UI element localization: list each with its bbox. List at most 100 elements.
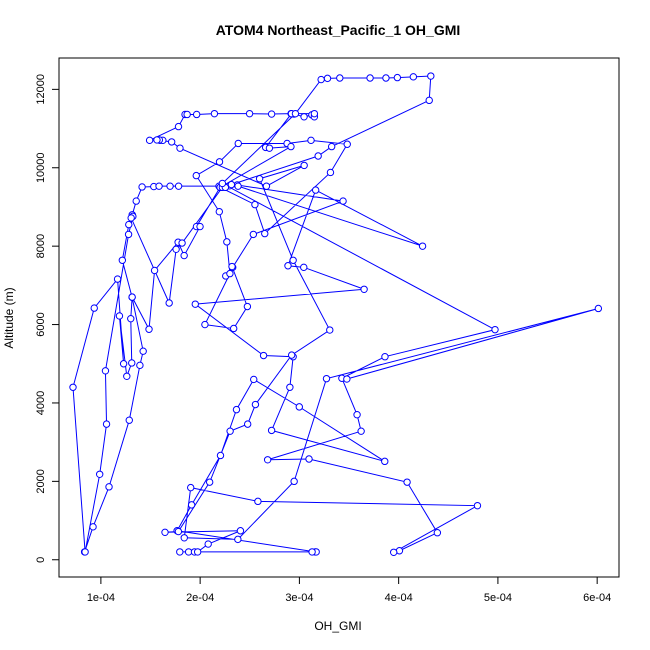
data-point [234,535,242,544]
data-point [389,548,398,556]
data-point [136,361,144,370]
data-point [286,383,294,391]
data-point [81,548,89,556]
data-point [366,74,374,82]
data-point [69,383,77,391]
data-point [250,375,258,384]
y-tick-label: 8000 [35,234,47,258]
series-line [72,75,599,553]
data-point [101,367,110,375]
data-point [95,470,104,478]
data-point [317,75,325,84]
data-point [310,109,319,118]
data-point [124,230,133,239]
data-point [289,256,297,264]
data-point [183,110,191,119]
data-point [249,230,258,239]
data-point [232,405,241,414]
data-point [210,109,219,118]
data-point [119,360,128,368]
data-point [218,179,227,188]
data-point [180,251,188,260]
data-point [308,548,316,556]
data-point [234,139,242,148]
data-point [243,420,252,428]
data-point [89,523,97,531]
data-point [174,122,183,131]
data-point [322,374,331,383]
data-point [105,483,113,491]
data-point [263,456,272,464]
data-point [327,142,336,151]
data-point [125,220,133,229]
data-point [201,320,209,329]
data-point [381,457,389,466]
data-point [393,73,402,82]
data-point [314,152,322,160]
data-point [176,144,184,152]
data-point [255,175,264,183]
data-point [425,96,433,105]
data-point [254,497,262,506]
data-point [339,197,347,205]
data-point [259,351,268,360]
data-point [267,426,276,435]
y-tick-label: 2000 [35,469,47,493]
data-point [295,403,303,411]
data-point [127,314,135,323]
data-point [128,293,136,301]
data-point [311,186,320,194]
data-point [205,478,214,486]
data-point [153,136,161,144]
data-point [360,285,368,293]
data-point [115,312,124,320]
y-tick-label: 10000 [35,152,47,183]
data-point [300,161,308,170]
data-point [287,351,296,359]
data-point [227,180,236,189]
data-point [228,262,236,271]
chart-title: ATOM4 Northeast_Pacific_1 OH_GMI [216,22,461,38]
x-tick-label: 5e-04 [484,592,512,604]
data-point [267,110,276,118]
data-point [381,353,389,361]
data-point [409,73,418,81]
x-tick-label: 6e-04 [583,592,611,604]
y-tick-label: 12000 [35,74,47,105]
data-point [300,263,308,272]
data-point [161,528,169,537]
data-point [291,109,300,118]
x-tick-label: 3e-04 [285,592,313,604]
data-point [265,144,274,152]
data-point [155,182,163,190]
data-point [236,527,245,535]
data-point [427,72,435,80]
data-point [326,326,334,334]
data-point [172,245,180,253]
data-point [191,300,199,308]
x-axis-label: OH_GMI [314,619,361,633]
data-point [215,158,224,166]
data-point [287,142,295,151]
data-point [226,269,234,278]
data-point [290,477,298,486]
data-point [196,222,204,231]
y-axis-label: Altitude (m) [2,287,16,348]
data-point [326,168,335,177]
data-point [215,207,224,216]
data-point [127,214,135,222]
data-point [433,529,442,537]
data-point [245,109,254,118]
data-point [165,299,173,307]
data-point [243,302,252,311]
data-point [167,138,176,146]
data-point [594,304,603,313]
data-point [251,200,259,209]
y-tick-label: 6000 [35,312,47,336]
data-point [229,324,238,333]
series-line-path [72,75,599,553]
data-point [336,74,344,82]
data-point [343,375,351,383]
data-point [234,182,242,190]
